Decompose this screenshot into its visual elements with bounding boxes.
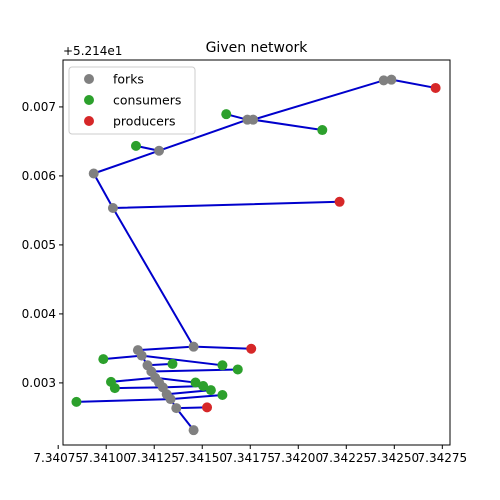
forks-point	[107, 202, 118, 213]
x-tick-label: 7.34250	[369, 451, 419, 465]
network-edge	[111, 206, 195, 348]
y-axis: 0.003 0.004 0.005 0.006 0.007	[22, 100, 63, 390]
network-edge	[102, 354, 143, 361]
legend-box	[68, 66, 196, 135]
x-axis: 7.340757.341007.341257.341507.341757.342…	[33, 445, 467, 465]
forks-point	[136, 350, 147, 361]
producers-point	[334, 196, 345, 207]
x-tick-label: 7.34175	[225, 451, 275, 465]
producers-point	[430, 82, 441, 93]
forks-point	[165, 394, 176, 405]
network-edge	[192, 345, 253, 350]
legend-label-forks: forks	[113, 72, 144, 87]
consumers-point	[217, 360, 228, 371]
consumers-point	[130, 140, 141, 151]
network-edge	[169, 393, 224, 401]
y-tick-label: 0.006	[22, 169, 56, 183]
network-edge	[110, 376, 157, 383]
x-tick-label: 7.34075	[33, 451, 83, 465]
forks-point	[154, 145, 165, 156]
legend-marker-producers	[84, 116, 94, 126]
consumers-point	[98, 354, 109, 365]
x-tick-label: 7.34225	[321, 451, 371, 465]
network-edge	[390, 78, 437, 89]
y-offset-label: +5.214e1	[63, 44, 122, 58]
legend-marker-consumers	[84, 95, 94, 105]
y-tick-label: 0.007	[22, 100, 56, 114]
x-tick-label: 7.34200	[273, 451, 323, 465]
y-tick-label: 0.003	[22, 376, 56, 390]
consumers-point	[190, 377, 201, 388]
network-edge	[136, 345, 195, 352]
y-tick-label: 0.005	[22, 238, 56, 252]
network-edge	[92, 172, 114, 209]
legend-label-producers: producers	[113, 114, 176, 129]
producers-point	[202, 402, 213, 413]
points-layer	[71, 74, 441, 436]
x-tick-label: 7.34125	[129, 451, 179, 465]
producers-point	[246, 343, 257, 354]
network-edge	[111, 200, 341, 209]
y-tick-label: 0.004	[22, 307, 56, 321]
chart-title: Given network	[206, 40, 309, 56]
x-tick-label: 7.34100	[81, 451, 131, 465]
plot-frame	[62, 59, 451, 446]
network-edge	[175, 406, 209, 410]
consumers-point	[167, 358, 178, 369]
forks-point	[248, 114, 259, 125]
consumers-point	[232, 364, 243, 375]
network-edge	[252, 118, 324, 132]
legend-label-consumers: consumers	[113, 93, 181, 108]
network-edge	[75, 398, 172, 403]
forks-point	[188, 425, 199, 436]
network-edge	[252, 79, 385, 121]
network-edge	[92, 149, 161, 175]
x-tick-label: 7.34150	[177, 451, 227, 465]
consumers-point	[109, 383, 120, 394]
forks-point	[188, 341, 199, 352]
forks-point	[171, 403, 182, 414]
consumers-point	[205, 385, 216, 396]
forks-point	[386, 74, 397, 85]
consumers-point	[71, 396, 82, 407]
legend: forks consumers producers	[68, 66, 196, 135]
network-edge	[158, 118, 249, 152]
legend-marker-forks	[84, 74, 94, 84]
network-edge	[140, 354, 224, 367]
consumers-point	[317, 125, 328, 136]
forks-point	[378, 75, 389, 86]
x-tick-label: 7.34275	[418, 451, 468, 465]
consumers-point	[217, 389, 228, 400]
consumers-point	[221, 109, 232, 120]
forks-point	[88, 168, 99, 179]
network-edge	[113, 386, 164, 390]
consumers-point	[198, 381, 209, 392]
